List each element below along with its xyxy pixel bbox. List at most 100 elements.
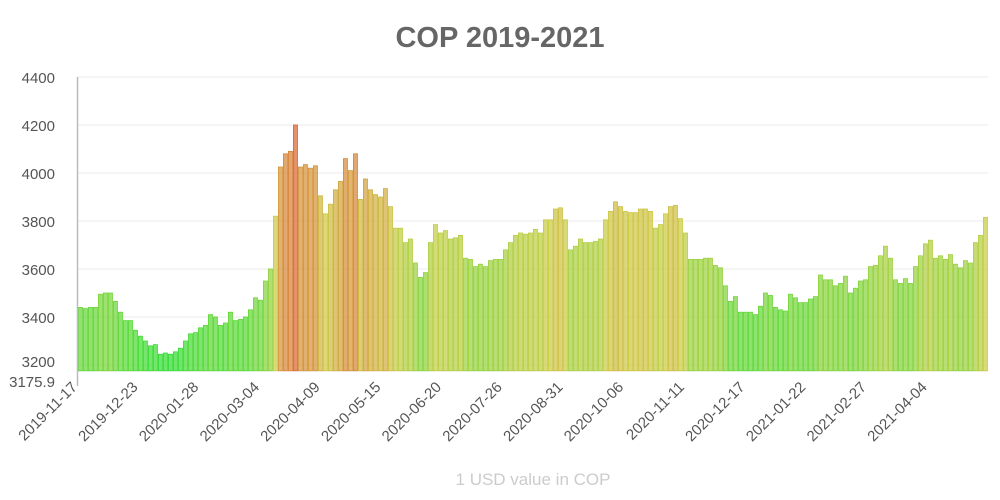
bar [748, 311, 753, 372]
bar [222, 322, 228, 372]
y-tick-label: 3175.9 [9, 374, 55, 391]
bar [502, 249, 508, 372]
bar [137, 335, 143, 372]
bar [427, 242, 433, 372]
bar [78, 307, 83, 372]
bar [578, 238, 583, 372]
bar [793, 297, 798, 372]
bar [858, 280, 863, 372]
bar [868, 266, 873, 372]
bar [282, 153, 288, 372]
bar [372, 194, 378, 372]
bar [608, 211, 613, 372]
bar [272, 215, 278, 372]
bar [262, 280, 268, 372]
bar [442, 230, 448, 372]
bar [528, 232, 533, 372]
bar [968, 262, 973, 372]
bar [167, 353, 173, 372]
x-tick-label: 2020-11-11 [623, 379, 688, 444]
bar [392, 227, 398, 372]
bar [698, 259, 703, 372]
bar [983, 217, 988, 372]
bar [683, 232, 688, 372]
bar [623, 211, 628, 372]
bar [207, 314, 213, 372]
bar [933, 257, 938, 372]
x-tick-label: 2020-06-20 [379, 379, 445, 445]
bar [718, 267, 723, 372]
y-axis-ticks: 3175.9 3200 3400 3600 3800 4000 4200 4400 [9, 70, 55, 391]
bar [928, 239, 933, 372]
bar [733, 296, 738, 372]
bar [818, 274, 823, 372]
x-tick-label: 2020-10-06 [561, 379, 627, 445]
bar [938, 255, 943, 372]
bar [387, 206, 393, 372]
bar [432, 224, 438, 372]
bar [447, 238, 453, 372]
bar [407, 238, 413, 372]
bar [823, 279, 828, 372]
bar [633, 212, 638, 372]
bar [83, 308, 88, 372]
bar [663, 213, 668, 372]
chart-title: COP 2019-2021 [395, 22, 604, 54]
bar [437, 232, 443, 372]
bar [347, 170, 353, 372]
bar [302, 164, 308, 372]
y-tick-label: 3800 [22, 214, 55, 231]
bar [513, 235, 518, 372]
bar [247, 309, 253, 372]
bar [613, 201, 618, 372]
bar [853, 287, 858, 372]
x-tick-label: 2020-01-28 [136, 379, 202, 445]
x-tick-label: 2020-08-31 [500, 379, 566, 445]
bar [798, 302, 803, 372]
bar [768, 295, 773, 372]
bar [497, 259, 503, 372]
bar [758, 305, 763, 372]
y-tick-label: 3200 [22, 354, 55, 371]
bar [242, 316, 248, 372]
bar [943, 259, 948, 372]
bar [212, 316, 218, 372]
bar [127, 320, 133, 372]
bar [467, 259, 473, 372]
bar [307, 167, 313, 372]
bar [402, 242, 408, 372]
bar [317, 195, 323, 372]
bar [518, 232, 523, 372]
bar [813, 296, 818, 372]
bar [573, 245, 578, 372]
bar [903, 278, 908, 372]
bar [172, 351, 178, 372]
bar [668, 206, 673, 372]
bar [202, 325, 208, 372]
bar [382, 188, 388, 372]
bar [888, 257, 893, 372]
bar [232, 320, 238, 372]
bar [108, 292, 113, 372]
x-tick-label: 2021-02-27 [804, 379, 870, 445]
bar [93, 307, 98, 372]
bar [588, 242, 593, 372]
bar [713, 265, 718, 372]
bar [487, 260, 493, 372]
bar [287, 151, 293, 372]
bar [948, 254, 953, 372]
x-tick-label: 2020-04-09 [257, 379, 323, 445]
bar [182, 340, 188, 372]
bar [88, 307, 93, 372]
bar [192, 332, 198, 372]
bar [492, 259, 498, 372]
bar [118, 311, 123, 372]
bar [628, 212, 633, 372]
bar [292, 124, 298, 372]
bar [123, 320, 128, 372]
x-tick-label: 2020-12-17 [682, 379, 748, 445]
bar [808, 298, 813, 372]
bar [177, 347, 183, 372]
bar [543, 219, 548, 372]
bar [723, 285, 728, 372]
